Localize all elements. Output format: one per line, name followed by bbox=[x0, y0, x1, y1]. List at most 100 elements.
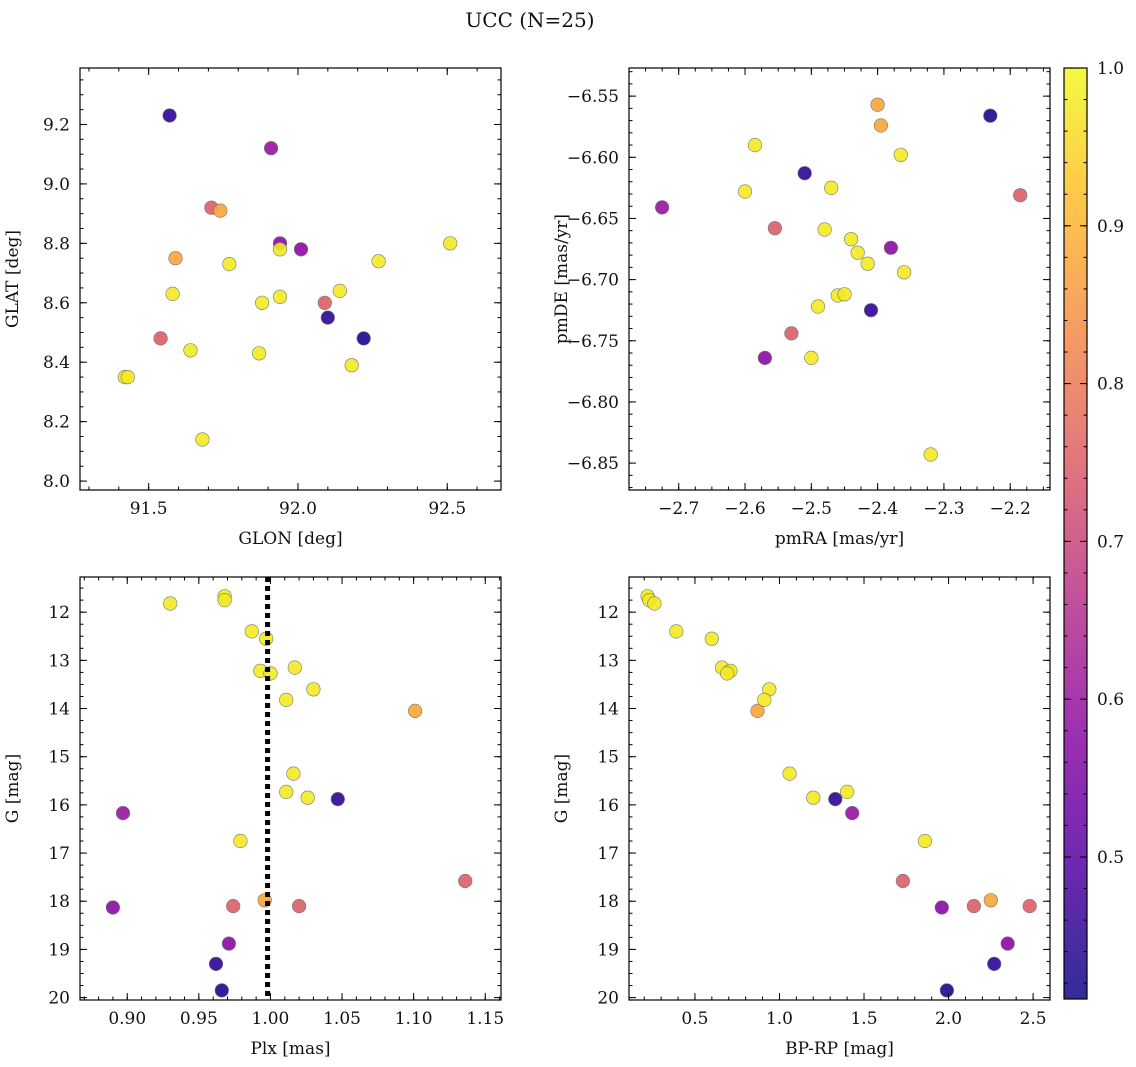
data-point-glon-glat-13 bbox=[222, 257, 237, 272]
x-tick-label: −2.3 bbox=[923, 499, 964, 519]
data-point-pmra-pmde-16 bbox=[843, 232, 859, 247]
y-axis-label: GLAT [deg] bbox=[3, 230, 23, 328]
data-point-glon-glat-7 bbox=[317, 295, 332, 310]
y-tick-label: −6.65 bbox=[567, 209, 619, 229]
data-point-plx-g-2 bbox=[292, 898, 307, 914]
data-point-bprp-g-22 bbox=[839, 784, 855, 800]
data-point-glon-glat-8 bbox=[153, 331, 168, 346]
data-point-pmra-pmde-12 bbox=[737, 184, 753, 199]
data-point-plx-g-24 bbox=[233, 833, 248, 849]
data-point-pmra-pmde-24 bbox=[923, 447, 938, 462]
data-point-plx-g-16 bbox=[287, 660, 302, 675]
y-tick-label: −6.85 bbox=[567, 454, 619, 474]
colorbar-tick-label: 1.0 bbox=[1097, 59, 1124, 79]
data-point-plx-g-10 bbox=[214, 983, 229, 998]
data-point-bprp-g-10 bbox=[939, 983, 955, 998]
y-tick-label: −6.70 bbox=[567, 271, 619, 291]
data-point-bprp-g-8 bbox=[895, 873, 911, 889]
colorbar-tick-label: 0.8 bbox=[1097, 375, 1124, 395]
data-point-plx-g-19 bbox=[306, 682, 321, 697]
data-point-pmra-pmde-10 bbox=[983, 108, 998, 123]
y-tick-label: 16 bbox=[48, 796, 70, 816]
data-point-bprp-g-3 bbox=[983, 893, 998, 908]
y-tick-label: 20 bbox=[597, 989, 619, 1009]
y-tick-label: 12 bbox=[48, 603, 70, 623]
x-tick-label: −2.7 bbox=[658, 499, 699, 519]
figure-title: UCC (N=25) bbox=[465, 8, 594, 32]
data-point-bprp-g-9 bbox=[987, 956, 1002, 972]
y-tick-label: 14 bbox=[597, 700, 619, 720]
data-point-plx-g-12 bbox=[217, 592, 232, 608]
x-axis-label: BP-RP [mag] bbox=[785, 1039, 894, 1059]
x-tick-label: −2.2 bbox=[990, 499, 1031, 519]
data-point-pmra-pmde-22 bbox=[810, 299, 826, 314]
y-tick-label: 13 bbox=[48, 651, 70, 671]
data-point-glon-glat-20 bbox=[252, 346, 267, 361]
data-point-plx-g-23 bbox=[300, 790, 315, 805]
y-axis-label: G [mag] bbox=[552, 754, 572, 823]
data-point-bprp-g-5 bbox=[934, 900, 949, 915]
y-tick-label: 15 bbox=[48, 748, 70, 768]
y-tick-label: 19 bbox=[597, 940, 619, 960]
data-point-pmra-pmde-13 bbox=[824, 180, 839, 195]
data-point-glon-glat-1 bbox=[264, 141, 279, 156]
x-tick-label: −2.4 bbox=[857, 499, 898, 519]
data-point-plx-g-14 bbox=[244, 624, 259, 639]
data-point-glon-glat-19 bbox=[183, 343, 198, 358]
data-point-plx-g-20 bbox=[279, 692, 294, 708]
y-tick-label: 14 bbox=[48, 700, 70, 720]
y-tick-label: 19 bbox=[48, 940, 70, 960]
data-point-plx-g-0 bbox=[330, 791, 345, 807]
data-point-glon-glat-21 bbox=[344, 358, 359, 373]
data-point-glon-glat-6 bbox=[168, 251, 183, 266]
y-tick-label: 17 bbox=[48, 844, 70, 864]
plot-frame bbox=[628, 67, 1051, 491]
data-point-glon-glat-17 bbox=[332, 283, 347, 299]
data-point-bprp-g-4 bbox=[1000, 936, 1015, 951]
data-point-bprp-g-18 bbox=[719, 666, 735, 681]
x-tick-label: −2.5 bbox=[791, 499, 832, 519]
y-axis-label: G [mag] bbox=[3, 754, 23, 823]
x-tick-label: 92.0 bbox=[279, 499, 317, 519]
x-tick-label: 92.5 bbox=[428, 499, 466, 519]
x-axis-label: Plx [mas] bbox=[250, 1039, 330, 1059]
data-point-pmra-pmde-15 bbox=[817, 222, 832, 237]
data-point-plx-g-22 bbox=[279, 784, 294, 800]
colorbar-tick-label: 0.9 bbox=[1097, 217, 1124, 237]
y-tick-label: −6.75 bbox=[567, 332, 619, 352]
data-point-bprp-g-21 bbox=[782, 766, 797, 781]
data-point-glon-glat-0 bbox=[162, 108, 177, 123]
x-tick-label: 1.00 bbox=[252, 1009, 290, 1029]
x-tick-label: 1.15 bbox=[466, 1009, 504, 1029]
data-point-plx-g-1 bbox=[115, 805, 131, 821]
data-point-bprp-g-13 bbox=[647, 596, 662, 611]
y-tick-label: 18 bbox=[48, 892, 70, 912]
panel-bprp-g: 0.5 1.0 1.5 2.0 2.5 12 13 14 15 16 17 18 19 20 BP-RP [… bbox=[552, 576, 1051, 1059]
y-tick-label: 20 bbox=[48, 989, 70, 1009]
x-tick-label: 0.95 bbox=[180, 1009, 218, 1029]
data-point-plx-g-5 bbox=[105, 900, 120, 915]
y-tick-label: 8.6 bbox=[43, 294, 70, 314]
y-tick-label: −6.80 bbox=[567, 393, 619, 413]
data-point-pmra-pmde-18 bbox=[860, 256, 875, 271]
y-tick-label: 8.8 bbox=[43, 234, 70, 254]
data-point-bprp-g-14 bbox=[669, 624, 684, 639]
data-point-glon-glat-23 bbox=[120, 370, 135, 385]
plot-frame bbox=[79, 67, 502, 491]
x-tick-label: 1.0 bbox=[766, 1009, 793, 1029]
data-point-bprp-g-2 bbox=[966, 898, 982, 914]
y-tick-label: 8.2 bbox=[43, 413, 70, 433]
x-tick-label: 1.5 bbox=[850, 1009, 877, 1029]
data-point-pmra-pmde-3 bbox=[873, 118, 889, 133]
panel-plx-g: 0.90 0.95 1.00 1.05 1.10 1.15 12 13 14 15 16 17 18 19… bbox=[3, 576, 504, 1059]
data-point-bprp-g-6 bbox=[750, 703, 765, 719]
y-axis-label: pmDE [mas/yr] bbox=[552, 214, 572, 344]
data-point-pmra-pmde-0 bbox=[797, 166, 812, 181]
data-point-pmra-pmde-9 bbox=[863, 303, 879, 318]
data-point-plx-g-9 bbox=[208, 956, 224, 972]
data-point-plx-g-21 bbox=[286, 766, 301, 781]
data-point-pmra-pmde-19 bbox=[896, 265, 912, 280]
data-point-glon-glat-18 bbox=[255, 295, 270, 310]
x-tick-label: 0.90 bbox=[108, 1009, 146, 1029]
data-point-glon-glat-3 bbox=[213, 203, 228, 218]
